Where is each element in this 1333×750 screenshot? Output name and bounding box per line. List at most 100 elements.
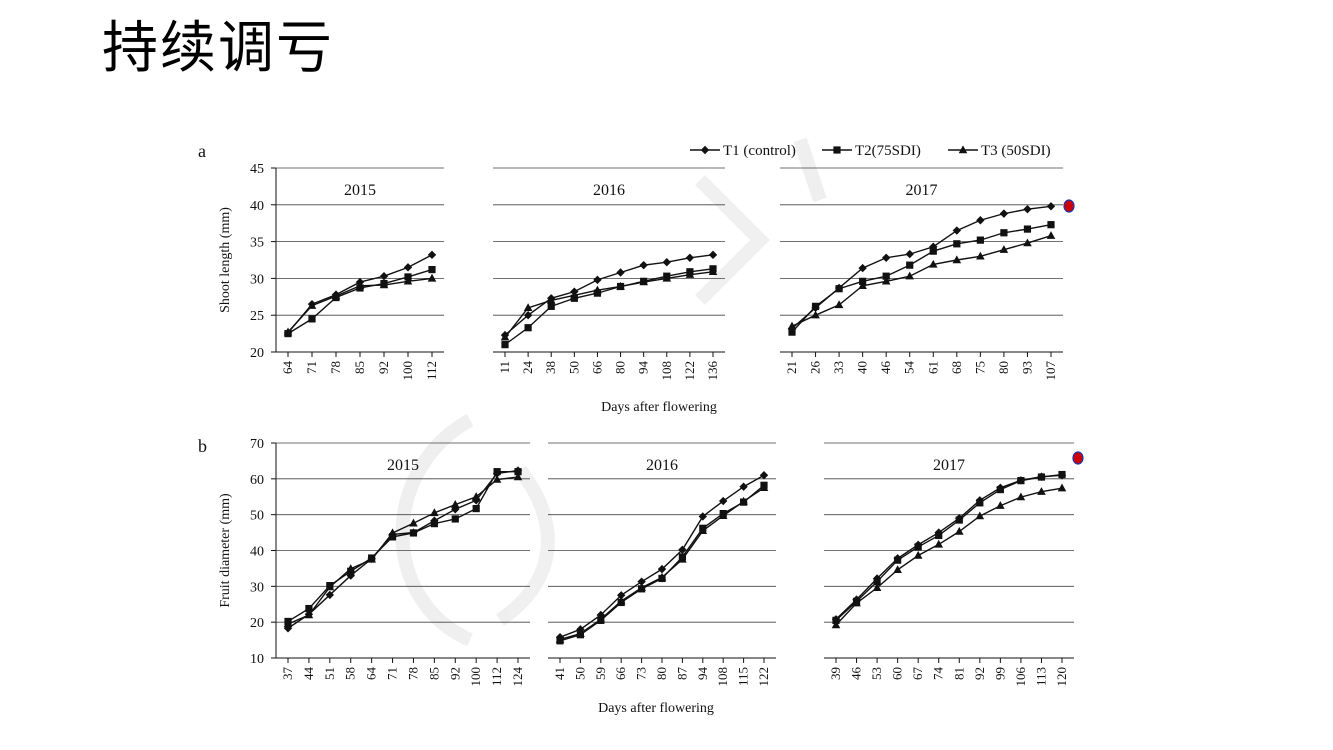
x-tick-label: 38 <box>543 361 558 374</box>
data-point <box>894 556 902 564</box>
data-point <box>929 247 937 255</box>
year-label: 2015 <box>387 457 419 474</box>
data-point <box>576 629 585 637</box>
data-point <box>708 250 718 260</box>
data-point <box>1037 487 1046 495</box>
data-point <box>388 533 397 541</box>
data-point <box>935 531 943 540</box>
legend: T1 (control) T2(75SDI) T3 (50SDI) <box>690 143 1051 159</box>
data-point <box>913 550 923 559</box>
y-tick-label: 20 <box>250 616 264 631</box>
data-point <box>934 539 944 548</box>
data-point <box>304 610 314 619</box>
data-point <box>1057 483 1067 492</box>
data-point <box>524 324 532 332</box>
data-point <box>834 300 844 309</box>
series-line <box>791 205 1052 329</box>
data-point <box>283 624 293 633</box>
data-point <box>832 616 840 624</box>
data-point <box>657 564 667 574</box>
data-point <box>430 520 438 528</box>
series-line <box>835 474 1063 620</box>
data-point <box>952 255 962 264</box>
x-tick-label: 92 <box>972 667 987 680</box>
data-point <box>954 526 964 535</box>
data-point <box>283 619 293 628</box>
data-point <box>451 515 459 523</box>
data-point <box>657 572 667 581</box>
data-point <box>637 577 646 586</box>
x-tick-label: 71 <box>385 667 400 680</box>
x-tick-label: 75 <box>972 361 987 374</box>
x-tick-label: 73 <box>634 667 649 680</box>
x-tick-label: 46 <box>878 361 893 375</box>
data-point <box>976 236 984 244</box>
data-point <box>708 267 718 275</box>
data-point <box>906 261 914 269</box>
year-label: 2016 <box>593 182 625 199</box>
series-line <box>559 487 765 641</box>
data-point <box>914 543 922 551</box>
series-line <box>559 474 765 638</box>
data-point <box>698 512 707 521</box>
data-point <box>719 496 728 506</box>
x-tick-label: 37 <box>280 667 295 681</box>
data-point <box>718 511 728 519</box>
data-point <box>1046 231 1056 239</box>
data-point <box>367 554 376 563</box>
x-tick-label: 61 <box>925 361 940 374</box>
panel-a: a Shoot length (mm) 20 25 30 35 40 45 Days after… <box>198 141 1063 415</box>
data-point <box>739 482 748 491</box>
x-tick-label: 113 <box>1033 667 1048 686</box>
data-point <box>513 472 523 481</box>
data-point <box>409 529 418 537</box>
data-point <box>616 596 626 605</box>
x-tick-label: 46 <box>849 667 864 681</box>
legend-marker <box>833 146 841 154</box>
data-point <box>307 301 317 309</box>
data-point <box>952 226 962 235</box>
data-point <box>893 565 902 574</box>
data-point <box>514 468 522 476</box>
data-point <box>759 471 769 480</box>
data-point <box>596 614 606 623</box>
y-tick-label: 20 <box>250 346 264 361</box>
data-point <box>698 526 708 534</box>
data-point <box>616 281 625 290</box>
data-point <box>788 328 796 336</box>
data-point <box>882 272 890 280</box>
series-line <box>791 223 1052 333</box>
data-point <box>976 216 985 225</box>
data-point <box>500 332 510 341</box>
data-point <box>430 508 439 517</box>
x-tick-label: 50 <box>566 361 581 374</box>
subplot-2015: 37 44 51 58 64 71 78 85 92 100 112 124 2015 <box>276 442 530 687</box>
series-line <box>791 235 1052 327</box>
y-tick-label: 70 <box>250 437 264 452</box>
data-point <box>346 564 356 572</box>
x-tick-label: 71 <box>304 361 319 374</box>
data-point <box>492 474 502 483</box>
data-point <box>1037 473 1046 481</box>
data-point <box>617 591 626 600</box>
x-tick-label: 80 <box>654 667 669 680</box>
panel-letter: a <box>198 141 206 161</box>
data-point <box>305 604 313 613</box>
series-line <box>835 487 1063 626</box>
x-tick-label: 85 <box>426 667 441 680</box>
data-point <box>975 511 985 520</box>
x-tick-label: 124 <box>510 667 525 687</box>
slide-title: 持续调亏 <box>102 16 334 81</box>
data-point <box>999 209 1009 218</box>
x-tick-label: 115 <box>736 667 751 686</box>
data-point <box>637 583 646 591</box>
data-point <box>835 285 843 293</box>
x-tick-label: 122 <box>682 361 697 381</box>
data-point <box>759 483 769 491</box>
x-tick-label: 92 <box>376 361 391 374</box>
x-tick-label: 50 <box>572 667 587 680</box>
data-point <box>639 277 648 286</box>
x-tick-label: 24 <box>520 361 535 375</box>
data-point <box>493 468 501 476</box>
x-tick-label: 94 <box>636 361 651 375</box>
